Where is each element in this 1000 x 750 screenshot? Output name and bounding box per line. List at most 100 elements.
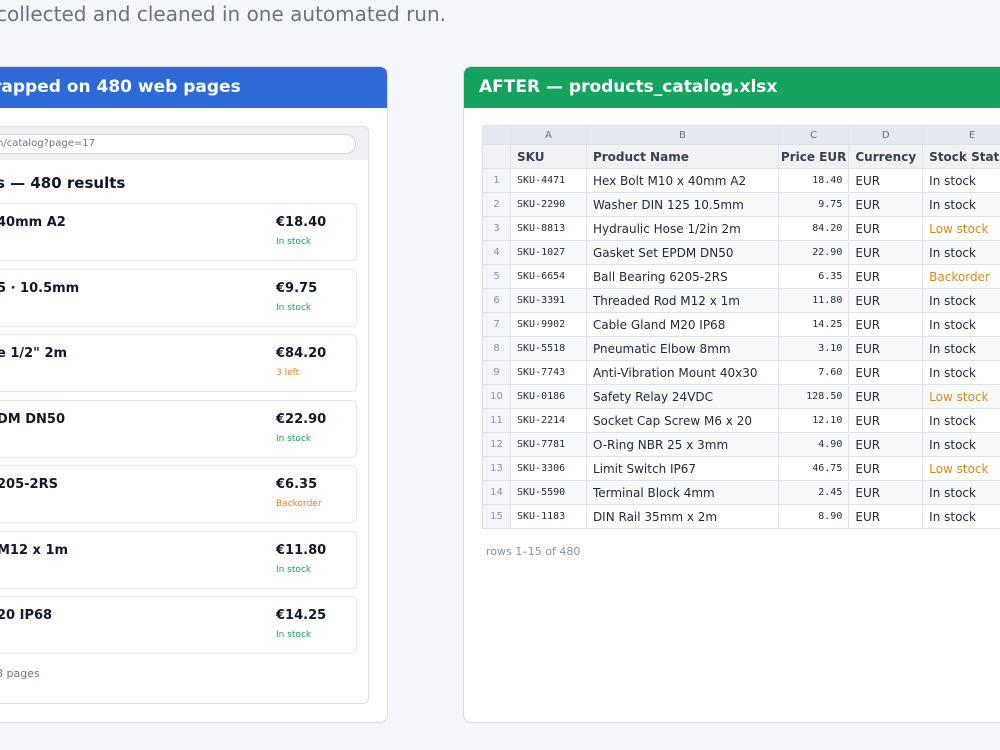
cell-stock-status[interactable]: In stock bbox=[922, 240, 1000, 265]
cell-product-name[interactable]: Anti-Vibration Mount 40x30 bbox=[585, 360, 779, 385]
column-header-product-name[interactable]: Product Name bbox=[585, 144, 779, 169]
cell-product-name[interactable]: Socket Cap Screw M6 x 20 bbox=[585, 408, 779, 433]
row-number[interactable]: 14 bbox=[481, 480, 512, 505]
cell-price[interactable]: 14.25 bbox=[777, 312, 850, 337]
url-bar[interactable]: n/catalog?page=17 bbox=[0, 134, 356, 154]
cell-sku[interactable]: SKU-0186 bbox=[510, 384, 587, 409]
cell-currency[interactable]: EUR bbox=[848, 360, 924, 385]
row-number[interactable]: 11 bbox=[481, 408, 512, 433]
column-header-sku[interactable]: SKU bbox=[510, 144, 587, 169]
cell-price[interactable]: 2.45 bbox=[777, 480, 850, 505]
cell-product-name[interactable]: Terminal Block 4mm bbox=[585, 480, 779, 505]
cell-sku[interactable]: SKU-7743 bbox=[510, 360, 587, 385]
row-number[interactable]: 10 bbox=[481, 384, 512, 409]
cell-stock-status[interactable]: In stock bbox=[922, 288, 1000, 313]
cell-currency[interactable]: EUR bbox=[848, 168, 924, 193]
cell-price[interactable]: 6.35 bbox=[777, 264, 850, 289]
product-card[interactable]: 5 · 10.5mm €9.75 In stock bbox=[0, 268, 357, 327]
cell-currency[interactable]: EUR bbox=[848, 192, 924, 217]
cell-product-name[interactable]: Ball Bearing 6205-2RS bbox=[585, 264, 779, 289]
cell-currency[interactable]: EUR bbox=[848, 240, 924, 265]
cell-stock-status[interactable]: In stock bbox=[922, 480, 1000, 505]
row-number[interactable]: 12 bbox=[481, 432, 512, 457]
column-header-stock-status[interactable]: Stock Status bbox=[922, 144, 1000, 169]
cell-currency[interactable]: EUR bbox=[848, 408, 924, 433]
cell-product-name[interactable]: Hydraulic Hose 1/2in 2m bbox=[585, 216, 779, 241]
cell-sku[interactable]: SKU-3306 bbox=[510, 456, 587, 481]
cell-currency[interactable]: EUR bbox=[848, 432, 924, 457]
cell-currency[interactable]: EUR bbox=[848, 384, 924, 409]
cell-stock-status[interactable]: In stock bbox=[922, 312, 1000, 337]
cell-sku[interactable]: SKU-3391 bbox=[510, 288, 587, 313]
cell-product-name[interactable]: Gasket Set EPDM DN50 bbox=[585, 240, 779, 265]
row-number[interactable]: 3 bbox=[481, 216, 512, 241]
cell-currency[interactable]: EUR bbox=[848, 480, 924, 505]
cell-currency[interactable]: EUR bbox=[848, 312, 924, 337]
product-card[interactable]: 40mm A2 €18.40 In stock bbox=[0, 203, 357, 261]
cell-stock-status[interactable]: In stock bbox=[922, 192, 1000, 217]
cell-sku[interactable]: SKU-1183 bbox=[510, 504, 587, 529]
product-card[interactable]: M12 x 1m €11.80 In stock bbox=[0, 530, 357, 589]
cell-price[interactable]: 128.50 bbox=[777, 384, 850, 409]
column-letter[interactable]: C bbox=[777, 125, 850, 145]
cell-stock-status[interactable]: In stock bbox=[922, 360, 1000, 385]
cell-sku[interactable]: SKU-5518 bbox=[510, 336, 587, 361]
cell-currency[interactable]: EUR bbox=[848, 216, 924, 241]
product-card[interactable]: 205-2RS €6.35 Backorder bbox=[0, 465, 357, 523]
row-number[interactable] bbox=[481, 144, 512, 169]
cell-sku[interactable]: SKU-1027 bbox=[510, 240, 587, 265]
cell-sku[interactable]: SKU-2214 bbox=[510, 408, 587, 433]
cell-sku[interactable]: SKU-5590 bbox=[510, 480, 587, 505]
product-card[interactable]: DM DN50 €22.90 In stock bbox=[0, 399, 357, 458]
row-number[interactable]: 7 bbox=[481, 312, 512, 337]
cell-stock-status[interactable]: In stock bbox=[922, 168, 1000, 193]
row-number[interactable]: 4 bbox=[481, 240, 512, 265]
cell-stock-status[interactable]: In stock bbox=[922, 408, 1000, 433]
column-letter[interactable]: B bbox=[585, 125, 779, 145]
cell-currency[interactable]: EUR bbox=[848, 288, 924, 313]
cell-sku[interactable]: SKU-8813 bbox=[510, 216, 587, 241]
row-number[interactable]: 8 bbox=[481, 336, 512, 361]
cell-stock-status[interactable]: Low stock bbox=[922, 456, 1000, 481]
cell-price[interactable]: 4.90 bbox=[777, 432, 850, 457]
cell-product-name[interactable]: Safety Relay 24VDC bbox=[585, 384, 779, 409]
cell-price[interactable]: 8.90 bbox=[777, 504, 850, 529]
cell-price[interactable]: 12.10 bbox=[777, 408, 850, 433]
row-number[interactable]: 1 bbox=[481, 168, 512, 193]
cell-price[interactable]: 22.90 bbox=[777, 240, 850, 265]
column-header-price[interactable]: Price EUR bbox=[777, 144, 850, 169]
cell-stock-status[interactable]: Low stock bbox=[922, 384, 1000, 409]
cell-product-name[interactable]: Pneumatic Elbow 8mm bbox=[585, 336, 779, 361]
cell-sku[interactable]: SKU-9902 bbox=[510, 312, 587, 337]
cell-stock-status[interactable]: Backorder bbox=[922, 264, 1000, 289]
cell-product-name[interactable]: Cable Gland M20 IP68 bbox=[585, 312, 779, 337]
cell-product-name[interactable]: Limit Switch IP67 bbox=[585, 456, 779, 481]
column-header-currency[interactable]: Currency bbox=[848, 144, 924, 169]
cell-price[interactable]: 46.75 bbox=[777, 456, 850, 481]
cell-product-name[interactable]: O-Ring NBR 25 x 3mm bbox=[585, 432, 779, 457]
cell-product-name[interactable]: DIN Rail 35mm x 2m bbox=[585, 504, 779, 529]
cell-sku[interactable]: SKU-2290 bbox=[510, 192, 587, 217]
cell-currency[interactable]: EUR bbox=[848, 264, 924, 289]
row-number[interactable]: 15 bbox=[481, 504, 512, 529]
column-letter[interactable]: D bbox=[848, 125, 924, 145]
cell-product-name[interactable]: Threaded Rod M12 x 1m bbox=[585, 288, 779, 313]
cell-product-name[interactable]: Hex Bolt M10 x 40mm A2 bbox=[585, 168, 779, 193]
cell-price[interactable]: 3.10 bbox=[777, 336, 850, 361]
cell-product-name[interactable]: Washer DIN 125 10.5mm bbox=[585, 192, 779, 217]
cell-currency[interactable]: EUR bbox=[848, 336, 924, 361]
cell-currency[interactable]: EUR bbox=[848, 504, 924, 529]
product-card[interactable]: e 1/2" 2m €84.20 3 left bbox=[0, 334, 357, 392]
cell-currency[interactable]: EUR bbox=[848, 456, 924, 481]
cell-price[interactable]: 18.40 bbox=[777, 168, 850, 193]
row-number[interactable]: 2 bbox=[481, 192, 512, 217]
cell-stock-status[interactable]: In stock bbox=[922, 504, 1000, 529]
cell-price[interactable]: 7.60 bbox=[777, 360, 850, 385]
cell-sku[interactable]: SKU-6654 bbox=[510, 264, 587, 289]
cell-sku[interactable]: SKU-4471 bbox=[510, 168, 587, 193]
cell-sku[interactable]: SKU-7781 bbox=[510, 432, 587, 457]
cell-price[interactable]: 11.80 bbox=[777, 288, 850, 313]
cell-stock-status[interactable]: In stock bbox=[922, 432, 1000, 457]
cell-price[interactable]: 9.75 bbox=[777, 192, 850, 217]
column-letter[interactable]: E bbox=[922, 125, 1000, 145]
